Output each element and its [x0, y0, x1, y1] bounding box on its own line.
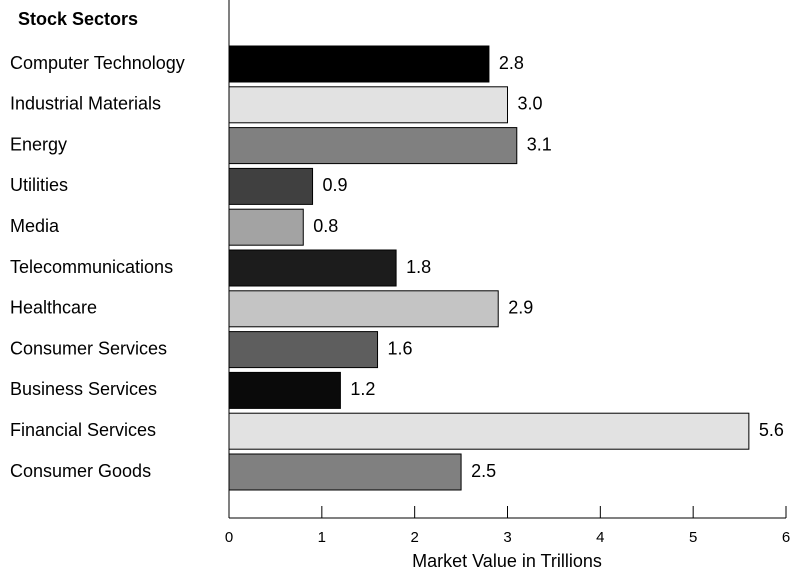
- value-label: 0.8: [313, 216, 338, 236]
- bar: [228, 249, 397, 287]
- category-label: Financial Services: [10, 420, 156, 440]
- x-tick-label: 6: [782, 529, 790, 546]
- category-label: Media: [10, 216, 60, 236]
- category-label: Consumer Services: [10, 338, 167, 358]
- value-label: 2.9: [508, 298, 533, 318]
- bar: [228, 45, 490, 83]
- x-tick-label: 3: [503, 529, 511, 546]
- category-label: Consumer Goods: [10, 461, 151, 481]
- value-label: 0.9: [323, 175, 348, 195]
- value-label: 1.6: [388, 338, 413, 358]
- value-label: 3.0: [518, 94, 543, 114]
- bar: [228, 371, 341, 409]
- x-tick-label: 0: [225, 529, 233, 546]
- bar: [228, 290, 499, 328]
- bar: [228, 86, 508, 124]
- x-tick-label: 5: [689, 529, 697, 546]
- bar: [228, 208, 304, 246]
- category-label: Telecommunications: [10, 257, 173, 277]
- category-label: Industrial Materials: [10, 94, 161, 114]
- value-label: 3.1: [527, 134, 552, 154]
- x-tick-label: 2: [410, 529, 418, 546]
- value-label: 5.6: [759, 420, 784, 440]
- value-label: 2.8: [499, 53, 524, 73]
- x-axis-label: Market Value in Trillions: [412, 551, 602, 571]
- x-tick-label: 1: [318, 529, 326, 546]
- category-label: Utilities: [10, 175, 68, 195]
- bar: [228, 331, 379, 369]
- category-label: Business Services: [10, 379, 157, 399]
- bar: [228, 412, 750, 450]
- category-label: Healthcare: [10, 298, 97, 318]
- bar: [228, 127, 518, 165]
- bar: [228, 167, 314, 205]
- value-label: 2.5: [471, 461, 496, 481]
- value-label: 1.8: [406, 257, 431, 277]
- category-label: Energy: [10, 134, 67, 154]
- category-label: Computer Technology: [10, 53, 185, 73]
- value-label: 1.2: [350, 379, 375, 399]
- x-tick-label: 4: [596, 529, 604, 546]
- bar: [228, 453, 462, 491]
- chart-title: Stock Sectors: [18, 9, 138, 29]
